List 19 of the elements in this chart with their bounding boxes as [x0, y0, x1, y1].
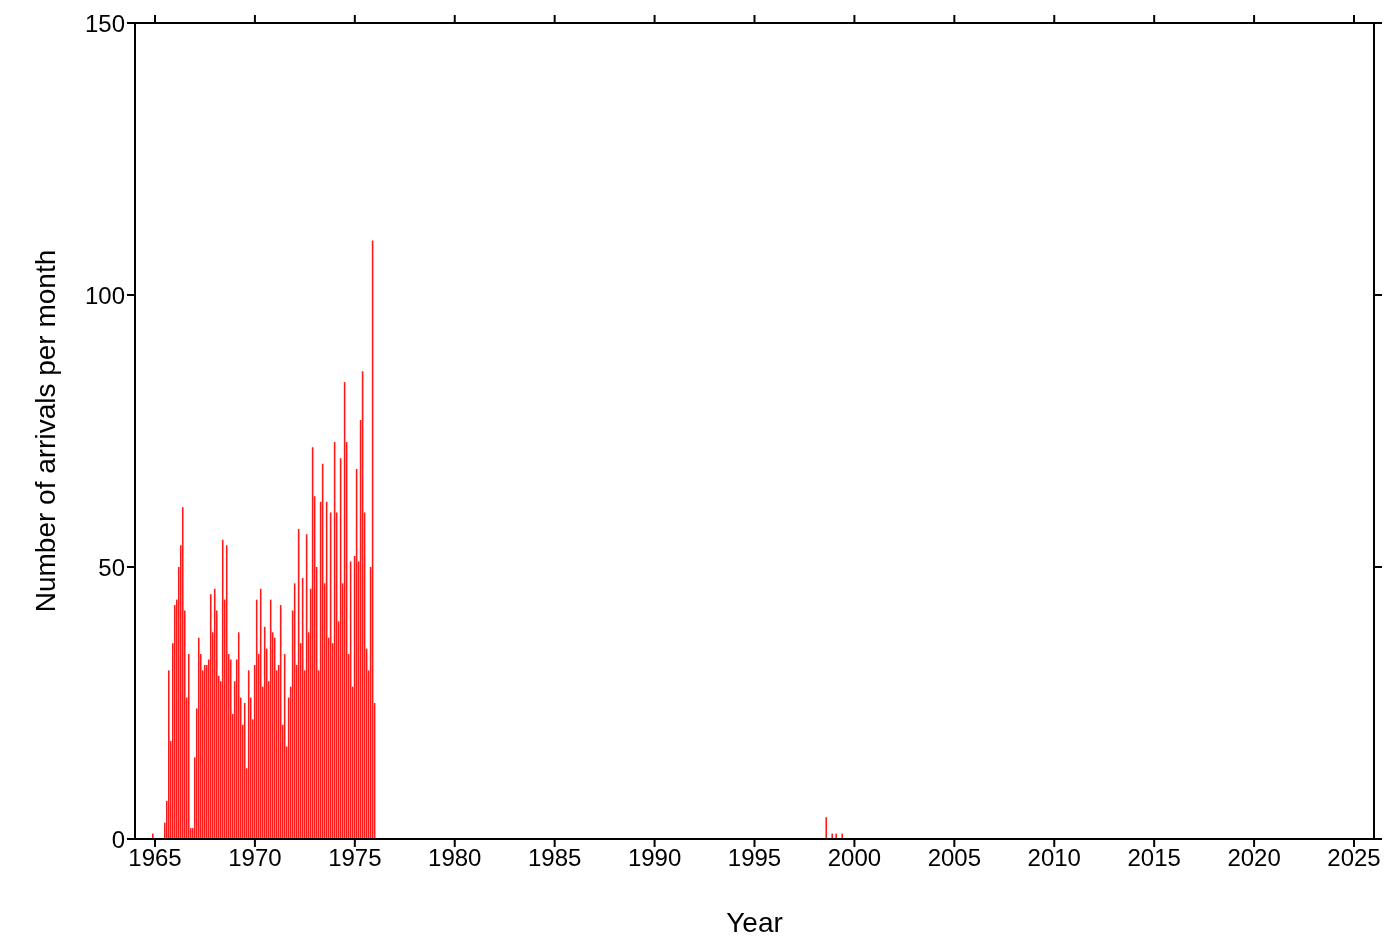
x-tick-label: 1975: [328, 844, 382, 872]
x-tick-label: 2015: [1127, 844, 1181, 872]
y-tick-label: 100: [84, 281, 125, 309]
y-tick-label: 50: [98, 553, 125, 581]
x-tick-label: 1970: [228, 844, 282, 872]
y-tick-label: 150: [84, 9, 125, 37]
x-tick-label: 2020: [1227, 844, 1281, 872]
y-tick-label: 0: [111, 825, 125, 853]
x-tick-label: 2025: [1327, 844, 1381, 872]
x-axis-title: Year: [726, 907, 783, 938]
x-tick-label: 1965: [128, 844, 182, 872]
x-tick-label: 2010: [1027, 844, 1081, 872]
x-tick-label: 1990: [627, 844, 682, 872]
x-tick-label: 2005: [927, 844, 982, 872]
x-tick-label: 1985: [527, 844, 582, 872]
x-tick-label: 1995: [727, 844, 782, 872]
y-axis-title: Number of arrivals per month: [29, 249, 61, 613]
x-tick-label: 2000: [827, 844, 882, 872]
x-tick-label: 1980: [428, 844, 482, 872]
